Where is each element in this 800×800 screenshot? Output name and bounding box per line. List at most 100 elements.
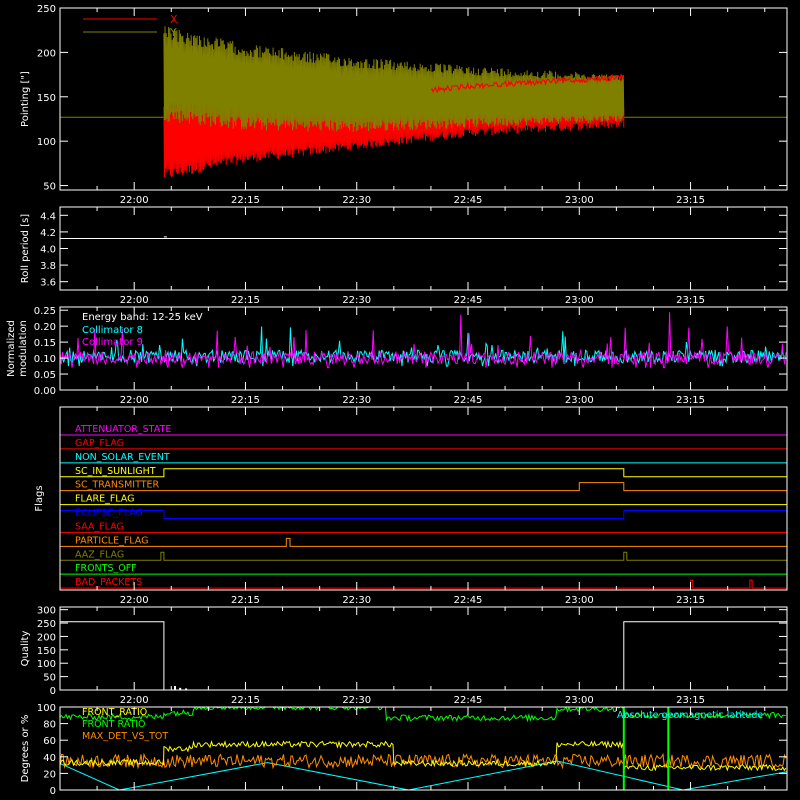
flag-label-attenuator_state: ATTENUATOR_STATE <box>75 424 171 435</box>
y-tick-label: 0 <box>50 686 56 697</box>
flag-label-eclipse_flag: ECLIPSE_FLAG <box>75 508 143 519</box>
x-tick-label: 22:00 <box>120 295 149 306</box>
axes-frame <box>59 706 788 791</box>
flag-trace-aaz_flag <box>60 551 787 561</box>
x-tick-label: 23:00 <box>565 595 594 606</box>
y-tick-label: 20 <box>43 769 56 780</box>
flag-label-non_solar_event: NON_SOLAR_EVENT <box>75 452 170 463</box>
plot-area-quality <box>60 621 787 690</box>
flag-trace-bad_packets <box>60 579 787 589</box>
y-tick-label: 4.2 <box>40 228 56 239</box>
series-line-max-det-vs-tot <box>60 752 787 770</box>
y-tick-label: 40 <box>43 753 56 764</box>
plot-area-roll-period <box>60 236 787 240</box>
x-tick-label: 22:45 <box>454 295 483 306</box>
x-tick-label: 22:45 <box>454 595 483 606</box>
series-quality <box>60 621 787 690</box>
plot-area-pointing <box>60 26 787 178</box>
flag-label-particle_flag: PARTICLE_FLAG <box>75 535 148 546</box>
flag-trace-eclipse_flag <box>60 510 787 519</box>
flag-label-fronts_off: FRONTS_OFF <box>75 563 137 574</box>
y-tick-label: 3.6 <box>40 278 56 289</box>
flag-label-saa_flag: SAA_FLAG <box>75 521 124 532</box>
legend-label-max-det-vs-tot: MAX_DET_VS_TOT <box>82 731 168 742</box>
plot-area-degrees <box>60 707 787 790</box>
y-tick-label: 250 <box>37 4 56 15</box>
y-tick-label: 3.8 <box>40 261 56 272</box>
panel-roll-period: 3.6 3.8 4.0 4.2 4.4 22:00 22:15 22:30 22:45 23:00… <box>20 206 788 306</box>
x-tick-label: 22:00 <box>120 395 149 406</box>
y-tick-label: 150 <box>37 646 56 657</box>
y-axis-label: modulation <box>18 320 29 377</box>
x-tick-label: 23:00 <box>565 395 594 406</box>
panel-pointing: XY 50 100 150 200 250 22:00 22:15 22:30 22:45 23:0… <box>20 4 788 206</box>
y-tick-label: 200 <box>37 632 56 643</box>
y-tick-label: 0.20 <box>34 322 56 333</box>
axes-frame <box>59 306 788 391</box>
y-tick-label: 0.05 <box>34 370 56 381</box>
x-tick-label: 23:15 <box>676 395 705 406</box>
y-tick-label: 0.10 <box>34 354 56 365</box>
y-tick-label: 50 <box>43 673 56 684</box>
y-tick-label: 100 <box>37 137 56 148</box>
axes-frame <box>59 7 788 191</box>
y-tick-label: 50 <box>43 182 56 193</box>
x-tick-label: 23:15 <box>676 695 705 706</box>
legend-label-X: X <box>170 13 178 26</box>
x-tick-label: 22:30 <box>342 595 371 606</box>
axes-frame <box>59 606 788 691</box>
y-tick-label: 0.00 <box>34 386 56 397</box>
x-tick-label: 22:45 <box>454 695 483 706</box>
y-tick-label: 0.25 <box>34 306 56 317</box>
flag-label-sc_transmitter: SC_TRANSMITTER <box>75 480 160 491</box>
x-tick-label: 22:30 <box>342 195 371 206</box>
flag-label-flare_flag: FLARE_FLAG <box>75 494 135 505</box>
flag-label-bad_packets: BAD_PACKETS <box>75 577 142 588</box>
x-tick-label: 23:00 <box>565 695 594 706</box>
y-tick-label: 250 <box>37 619 56 630</box>
flag-trace-sc_in_sunlight <box>60 468 787 478</box>
x-tick-label: 23:15 <box>676 195 705 206</box>
panel-modulation: Energy band: 12-25 keV Collimator 8Collim… <box>6 306 788 406</box>
axes-frame <box>59 406 788 591</box>
x-tick-label: 22:00 <box>120 595 149 606</box>
legend-label-absolute-geomagnetic-latitude: Absolute geomagnetic latitude <box>617 710 763 721</box>
x-tick-label: 23:00 <box>565 295 594 306</box>
x-tick-label: 22:15 <box>231 595 260 606</box>
y-tick-label: 4.4 <box>40 211 56 222</box>
y-tick-label: 0.15 <box>34 338 56 349</box>
x-tick-label: 22:45 <box>454 395 483 406</box>
legend-label-front-ratio: FRONT RATIO <box>82 719 146 730</box>
axes-frame <box>59 206 788 291</box>
y-axis-label: Quality <box>20 631 31 667</box>
y-tick-label: 4.0 <box>40 245 56 256</box>
x-tick-label: 22:30 <box>342 395 371 406</box>
x-tick-label: 22:30 <box>342 695 371 706</box>
panel-quality: 0 50 100 150 200 250 300 22:00 22:15 22:30 22:45 23… <box>20 606 788 706</box>
flag-label-sc_in_sunlight: SC_IN_SUNLIGHT <box>75 466 156 477</box>
x-tick-label: 22:15 <box>231 395 260 406</box>
y-tick-label: 100 <box>37 703 56 714</box>
y-tick-label: 200 <box>37 48 56 59</box>
x-tick-label: 22:00 <box>120 695 149 706</box>
x-tick-label: 22:00 <box>120 195 149 206</box>
y-axis-label: Degrees or % <box>20 715 31 783</box>
flag-trace-particle_flag <box>60 537 787 547</box>
y-tick-label: 300 <box>37 606 56 617</box>
y-axis-label: Pointing ["] <box>20 71 31 127</box>
y-tick-label: 0 <box>50 786 56 797</box>
series-line-front-ratio <box>60 740 787 772</box>
flag-trace-sc_transmitter <box>60 482 787 492</box>
legend-label-front-ratio: FRONT_RATIO <box>82 707 147 718</box>
y-axis-label: Flags <box>34 485 45 511</box>
y-axis-label: Normalized <box>6 320 17 377</box>
series-line-X-top <box>430 73 624 94</box>
y-tick-label: 150 <box>37 93 56 104</box>
series-line-front-ratio <box>60 707 786 723</box>
y-tick-label: 60 <box>43 736 56 747</box>
x-tick-label: 22:45 <box>454 195 483 206</box>
legend-label-Collimator-9: Collimator 9 <box>82 337 143 348</box>
energy-band-annotation: Energy band: 12-25 keV <box>82 312 203 323</box>
